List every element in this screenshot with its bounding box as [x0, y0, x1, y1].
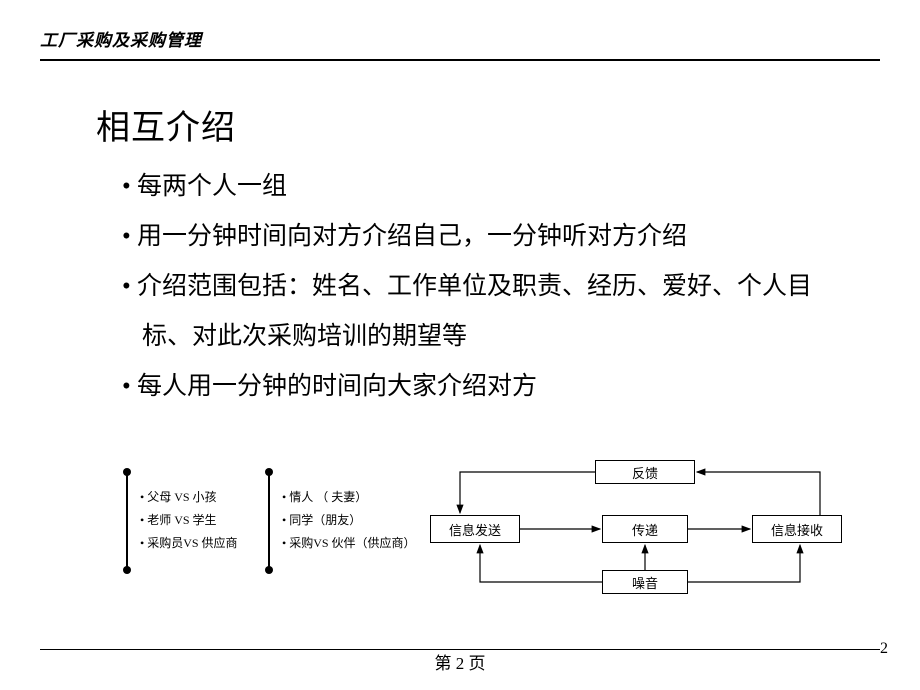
mini-list-item: 采购VS 伙伴（供应商）: [282, 532, 416, 555]
vertical-rail-left: [126, 472, 128, 570]
bullet-item: 每人用一分钟的时间向大家介绍对方: [122, 362, 850, 412]
mini-list-item: 同学（朋友）: [282, 509, 416, 532]
flow-label: 传递: [632, 520, 658, 539]
flow-box-transmit: 传递: [602, 515, 688, 543]
flowchart: 反馈 信息发送 传递 信息接收 噪音: [430, 460, 890, 600]
mini-list-item: 老师 VS 学生: [140, 509, 238, 532]
header: 工厂采购及采购管理: [40, 26, 880, 61]
page-number: 2: [880, 640, 888, 658]
bullet-item: 用一分钟时间向对方介绍自己，一分钟听对方介绍: [122, 212, 850, 262]
flow-label: 反馈: [632, 463, 658, 482]
page-label: 第 2 页: [0, 649, 920, 674]
bullet-list: 每两个人一组 用一分钟时间向对方介绍自己，一分钟听对方介绍 介绍范围包括：姓名、…: [122, 162, 850, 412]
slide-title: 相互介绍: [96, 100, 236, 149]
bullet-item: 介绍范围包括：姓名、工作单位及职责、经历、爱好、个人目标、对此次采购培训的期望等: [122, 262, 850, 362]
mini-list-item: 采购员VS 供应商: [140, 532, 238, 555]
mid-mini-list: 情人 （ 夫妻） 同学（朋友） 采购VS 伙伴（供应商）: [282, 486, 416, 554]
header-title: 工厂采购及采购管理: [40, 26, 880, 51]
header-divider: [40, 59, 880, 61]
mini-list-item: 父母 VS 小孩: [140, 486, 238, 509]
flow-box-noise: 噪音: [602, 570, 688, 594]
mini-list-item: 情人 （ 夫妻）: [282, 486, 416, 509]
left-mini-list: 父母 VS 小孩 老师 VS 学生 采购员VS 供应商: [140, 486, 238, 554]
flow-label: 信息发送: [449, 520, 501, 539]
flow-label: 信息接收: [771, 520, 823, 539]
bullet-item: 每两个人一组: [122, 162, 850, 212]
flow-box-feedback: 反馈: [595, 460, 695, 484]
bottom-diagram-area: 父母 VS 小孩 老师 VS 学生 采购员VS 供应商 情人 （ 夫妻） 同学（…: [0, 460, 920, 630]
flow-box-receive: 信息接收: [752, 515, 842, 543]
flow-label: 噪音: [632, 573, 658, 592]
vertical-rail-mid: [268, 472, 270, 570]
flow-box-send: 信息发送: [430, 515, 520, 543]
